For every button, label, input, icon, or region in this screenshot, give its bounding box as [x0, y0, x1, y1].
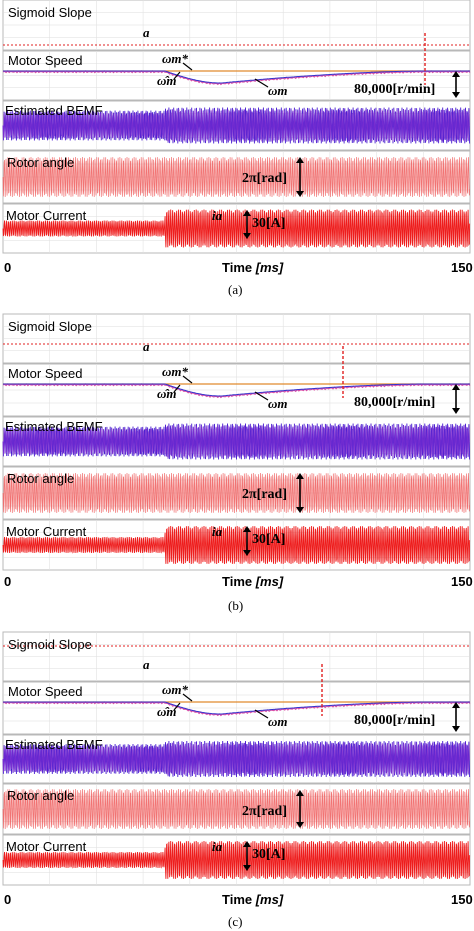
- arrow: [254, 709, 269, 719]
- speed-ref-annotation: ωm*: [162, 682, 189, 697]
- x-tick-150: 150: [451, 260, 473, 275]
- current-series-label: ia: [212, 839, 223, 854]
- panel-label-bemf: Estimated BEMF: [5, 103, 103, 118]
- speed-scale-arrow: [452, 384, 460, 414]
- panel-label-current: Motor Current: [6, 524, 87, 539]
- speed-estimated-line: [3, 70, 470, 84]
- x-tick-0: 0: [4, 260, 11, 275]
- speed-ref-annotation: ωm*: [162, 364, 189, 379]
- speed-meas-annotation: ωm: [268, 714, 288, 729]
- x-tick-150: 150: [451, 574, 473, 589]
- speed-meas-annotation: ωm: [268, 83, 288, 98]
- current-series-label: ia: [212, 524, 223, 539]
- current-scale-label: 30[A]: [252, 847, 285, 862]
- figure-c: Sigmoid Slope a Motor Speed ωm* ω̂m ωm 80,000[…: [2, 631, 473, 929]
- figure-caption: (c): [228, 914, 242, 929]
- figure-caption: (b): [228, 598, 243, 613]
- rotor-angle-trace: [2, 788, 470, 830]
- current-scale-label: 30[A]: [252, 216, 285, 231]
- speed-est-annotation: ω̂m: [157, 386, 177, 401]
- speed-scale-arrow: [452, 702, 460, 732]
- angle-scale-arrow: [296, 157, 304, 197]
- x-axis-label: Time [ms]: [222, 260, 284, 275]
- speed-estimated-line: [3, 383, 470, 397]
- speed-measured-line: [2, 701, 471, 717]
- current-scale-arrow: [243, 526, 251, 556]
- slope-annotation: a: [143, 25, 150, 40]
- arrow: [173, 384, 181, 393]
- figure-caption: (a): [228, 282, 242, 297]
- arrow: [173, 702, 181, 711]
- current-series-label: ia: [212, 208, 223, 223]
- speed-est-annotation: ω̂m: [157, 704, 177, 719]
- x-axis-unit: [ms]: [255, 574, 284, 589]
- angle-scale-label: 2π[rad]: [242, 171, 287, 186]
- x-tick-0: 0: [4, 892, 11, 907]
- panel-label-speed: Motor Speed: [8, 684, 82, 699]
- speed-measured-line: [2, 70, 471, 86]
- arrow: [182, 62, 193, 71]
- x-tick-150: 150: [451, 892, 473, 907]
- arrow: [254, 78, 269, 88]
- arrow: [182, 375, 193, 384]
- speed-est-annotation: ω̂m: [157, 73, 177, 88]
- figure-b: Sigmoid Slope a Motor Speed ωm* ω̂m ωm 80,000[…: [2, 313, 473, 613]
- panel-label-current: Motor Current: [6, 208, 87, 223]
- x-axis-label: Time [ms]: [222, 574, 284, 589]
- speed-scale-arrow: [452, 71, 460, 98]
- slope-annotation: a: [143, 657, 150, 672]
- panel-label-speed: Motor Speed: [8, 366, 82, 381]
- arrow: [182, 693, 193, 702]
- slope-annotation: a: [143, 339, 150, 354]
- angle-scale-arrow: [296, 790, 304, 828]
- speed-ref-annotation: ωm*: [162, 51, 189, 66]
- angle-scale-arrow: [296, 473, 304, 513]
- bemf-trace-2: [2, 742, 470, 776]
- x-axis-label: Time [ms]: [222, 892, 284, 907]
- speed-scale-label: 80,000[r/min]: [354, 82, 435, 97]
- rotor-angle-trace: [2, 472, 470, 514]
- arrow: [254, 391, 269, 401]
- x-axis-unit: [ms]: [255, 260, 284, 275]
- current-scale-arrow: [243, 841, 251, 871]
- current-trace: [2, 840, 471, 880]
- panel-label-sigmoid: Sigmoid Slope: [8, 319, 92, 334]
- figure-a: Sigmoid Slope a Motor Speed ωm* ω̂m ωm 80,000[…: [2, 0, 473, 297]
- panel-label-speed: Motor Speed: [8, 53, 82, 68]
- current-scale-label: 30[A]: [252, 532, 285, 547]
- x-tick-0: 0: [4, 574, 11, 589]
- panel-label-sigmoid: Sigmoid Slope: [8, 637, 92, 652]
- panel-label-bemf: Estimated BEMF: [5, 419, 103, 434]
- angle-scale-label: 2π[rad]: [242, 804, 287, 819]
- x-axis-unit: [ms]: [255, 892, 284, 907]
- panel-label-angle: Rotor angle: [7, 471, 74, 486]
- bemf-trace-2: [2, 425, 470, 458]
- speed-meas-annotation: ωm: [268, 396, 288, 411]
- speed-scale-label: 80,000[r/min]: [354, 395, 435, 410]
- arrow: [173, 71, 181, 80]
- current-trace: [2, 525, 471, 565]
- speed-estimated-line: [3, 701, 470, 715]
- current-scale-arrow: [243, 210, 251, 239]
- panel-label-angle: Rotor angle: [7, 155, 74, 170]
- angle-scale-label: 2π[rad]: [242, 487, 287, 502]
- rotor-angle-trace: [2, 156, 470, 198]
- speed-scale-label: 80,000[r/min]: [354, 713, 435, 728]
- current-trace: [2, 209, 471, 248]
- panel-label-sigmoid: Sigmoid Slope: [8, 5, 92, 20]
- bemf-trace-2: [2, 109, 470, 142]
- panel-label-bemf: Estimated BEMF: [5, 737, 103, 752]
- panel-label-current: Motor Current: [6, 839, 87, 854]
- panel-label-angle: Rotor angle: [7, 788, 74, 803]
- speed-measured-line: [2, 383, 471, 399]
